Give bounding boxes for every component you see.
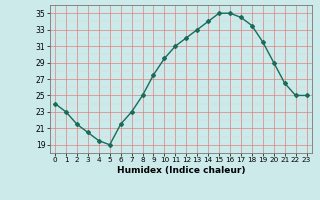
X-axis label: Humidex (Indice chaleur): Humidex (Indice chaleur) (116, 166, 245, 175)
